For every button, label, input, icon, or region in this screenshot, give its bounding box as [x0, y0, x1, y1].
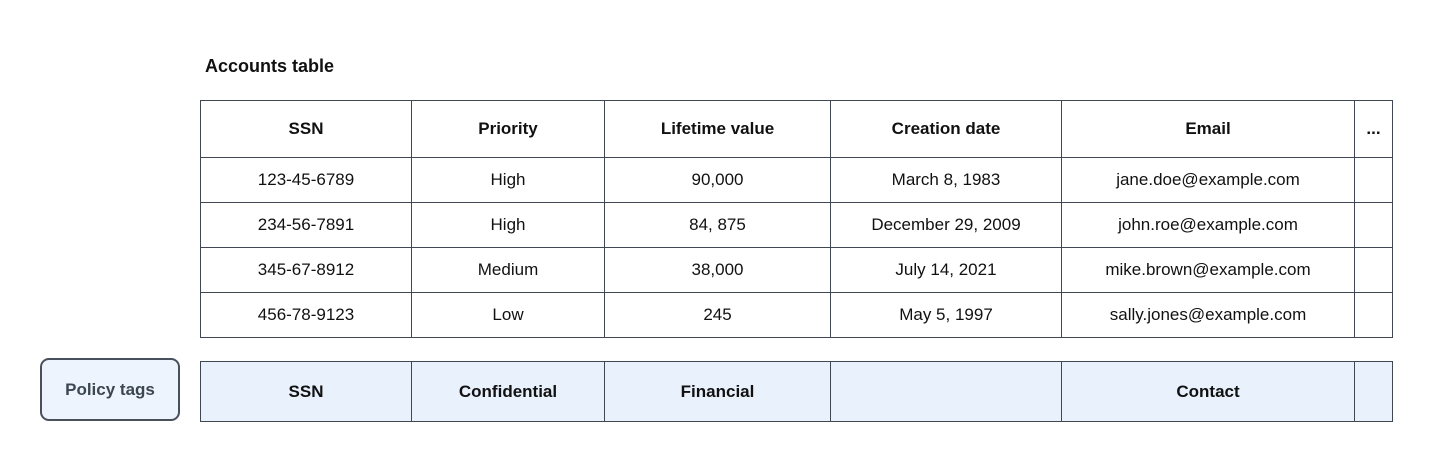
policy-tag-confidential: Confidential: [411, 361, 605, 422]
cell-email: john.roe@example.com: [1061, 202, 1355, 248]
policy-tag-financial: Financial: [604, 361, 831, 422]
header-row: SSN Priority Lifetime value Creation dat…: [200, 100, 1393, 158]
cell-more: [1354, 247, 1393, 293]
cell-more: [1354, 292, 1393, 338]
cell-ssn: 456-78-9123: [200, 292, 412, 338]
cell-more: [1354, 157, 1393, 203]
table-row: 234-56-7891 High 84, 875 December 29, 20…: [200, 202, 1393, 248]
cell-creation-date: May 5, 1997: [830, 292, 1062, 338]
cell-lifetime-value: 38,000: [604, 247, 831, 293]
cell-creation-date: March 8, 1983: [830, 157, 1062, 203]
cell-lifetime-value: 90,000: [604, 157, 831, 203]
policy-tag-empty: [830, 361, 1062, 422]
cell-more: [1354, 202, 1393, 248]
policy-tags-chip-label: Policy tags: [65, 379, 155, 399]
policy-tags-chip: Policy tags: [40, 358, 180, 421]
cell-creation-date: December 29, 2009: [830, 202, 1062, 248]
cell-email: sally.jones@example.com: [1061, 292, 1355, 338]
cell-ssn: 345-67-8912: [200, 247, 412, 293]
table-row: 123-45-6789 High 90,000 March 8, 1983 ja…: [200, 157, 1393, 203]
cell-ssn: 234-56-7891: [200, 202, 412, 248]
col-header-more: ...: [1354, 100, 1393, 158]
policy-tag-empty-more: [1354, 361, 1393, 422]
cell-creation-date: July 14, 2021: [830, 247, 1062, 293]
cell-priority: Medium: [411, 247, 605, 293]
policy-tag-contact: Contact: [1061, 361, 1355, 422]
table-row: 456-78-9123 Low 245 May 5, 1997 sally.jo…: [200, 292, 1393, 338]
policy-tags-row: SSN Confidential Financial Contact: [200, 361, 1393, 422]
table-row: 345-67-8912 Medium 38,000 July 14, 2021 …: [200, 247, 1393, 293]
accounts-table: SSN Priority Lifetime value Creation dat…: [200, 100, 1393, 338]
cell-email: mike.brown@example.com: [1061, 247, 1355, 293]
table-title: Accounts table: [205, 56, 335, 76]
cell-priority: High: [411, 157, 605, 203]
col-header-email: Email: [1061, 100, 1355, 158]
col-header-ssn: SSN: [200, 100, 412, 158]
cell-email: jane.doe@example.com: [1061, 157, 1355, 203]
col-header-creation-date: Creation date: [830, 100, 1062, 158]
col-header-lifetime-value: Lifetime value: [604, 100, 831, 158]
cell-priority: High: [411, 202, 605, 248]
policy-tag-ssn: SSN: [200, 361, 412, 422]
cell-ssn: 123-45-6789: [200, 157, 412, 203]
policy-tag-cells: SSN Confidential Financial Contact: [200, 361, 1393, 422]
cell-priority: Low: [411, 292, 605, 338]
col-header-priority: Priority: [411, 100, 605, 158]
cell-lifetime-value: 84, 875: [604, 202, 831, 248]
cell-lifetime-value: 245: [604, 292, 831, 338]
